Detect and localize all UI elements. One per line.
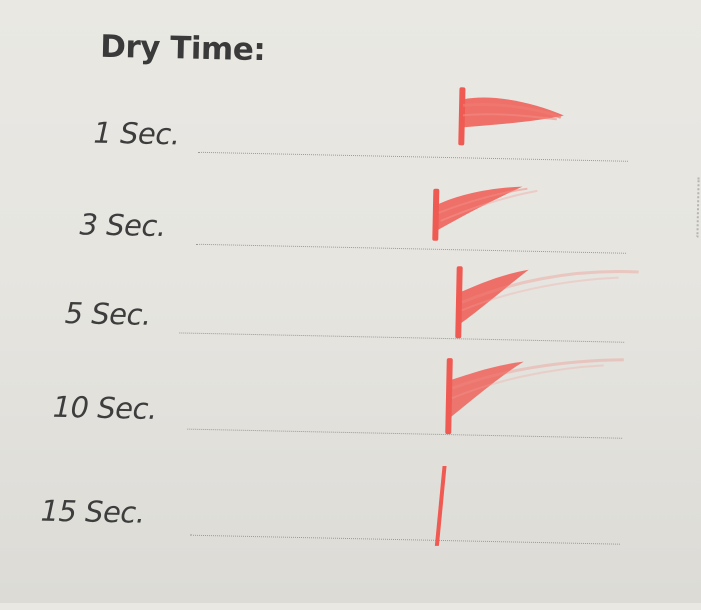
page-title: Dry Time: [99, 28, 266, 69]
ink-swatch [455, 266, 639, 339]
dry-time-label: 5 Sec. [64, 296, 152, 332]
dry-time-label: 1 Sec. [93, 115, 180, 152]
dry-time-label: 10 Sec. [52, 389, 158, 426]
dotted-line [190, 534, 620, 545]
dry-time-label: 15 Sec. [40, 493, 145, 530]
dry-time-row: 3 Sec. [1, 186, 701, 273]
ink-swatch [434, 465, 447, 546]
dry-time-row: 15 Sec. [0, 465, 697, 560]
dry-time-label: 3 Sec. [79, 207, 166, 244]
ink-swatch [458, 87, 564, 146]
ink-swatch [445, 358, 624, 435]
dry-time-row: 5 Sec. [0, 266, 701, 360]
ink-swatch [432, 186, 538, 241]
dry-time-row: 1 Sec. [3, 87, 701, 183]
dry-time-row: 10 Sec. [0, 358, 699, 458]
